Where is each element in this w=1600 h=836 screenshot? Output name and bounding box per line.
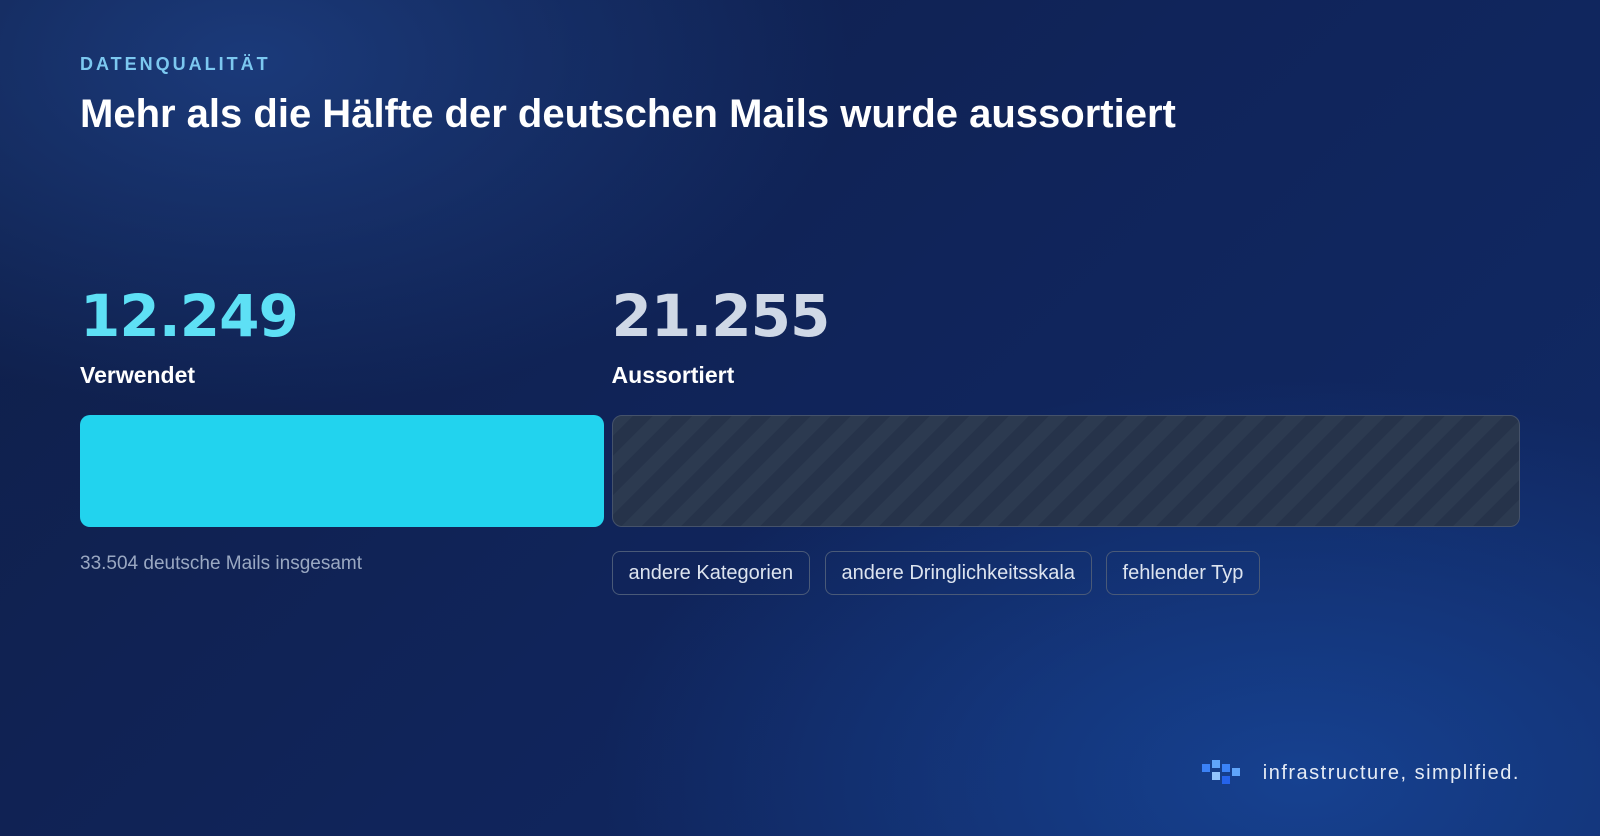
series-name: Aussortiert [611, 362, 735, 388]
tag: fehlender Typ [1105, 551, 1261, 595]
bar-segment [80, 415, 604, 527]
title: Mehr als die Hälfte der deutschen Mails … [80, 92, 1176, 136]
note: 33.504 deutsche Mails insgesamt [80, 553, 362, 574]
footer: infrastructure, simplified. [1262, 762, 1520, 784]
value-label: 12.249 [80, 282, 299, 350]
value-label: 21.255 [611, 282, 831, 350]
bar-segment [611, 415, 1520, 527]
tag: andere Dringlichkeitsskala [824, 551, 1092, 595]
series-name: Verwendet [80, 362, 196, 388]
tag: andere Kategorien [611, 551, 811, 595]
logo [1202, 760, 1240, 784]
kicker: DATENQUALITÄT [80, 54, 271, 74]
